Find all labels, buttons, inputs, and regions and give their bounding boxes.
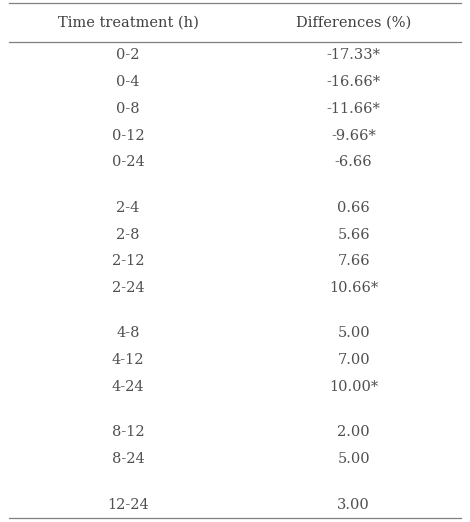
Text: Differences (%): Differences (%) [296, 16, 411, 30]
Text: -11.66*: -11.66* [327, 102, 381, 116]
Text: 5.00: 5.00 [337, 452, 370, 466]
Text: -6.66: -6.66 [335, 156, 373, 169]
Text: 4-12: 4-12 [112, 353, 144, 367]
Text: 7.00: 7.00 [337, 353, 370, 367]
Text: 10.00*: 10.00* [329, 380, 378, 394]
Text: 7.66: 7.66 [337, 254, 370, 268]
Text: 8-24: 8-24 [112, 452, 144, 466]
Text: 2.00: 2.00 [337, 425, 370, 440]
Text: 0-8: 0-8 [116, 102, 140, 116]
Text: 0.66: 0.66 [337, 201, 370, 215]
Text: 2-4: 2-4 [117, 201, 140, 215]
Text: 2-24: 2-24 [112, 281, 144, 295]
Text: 12-24: 12-24 [107, 497, 149, 512]
Text: 0-12: 0-12 [112, 128, 144, 143]
Text: 0-24: 0-24 [112, 156, 144, 169]
Text: 3.00: 3.00 [337, 497, 370, 512]
Text: 0-4: 0-4 [117, 75, 140, 89]
Text: 5.00: 5.00 [337, 326, 370, 340]
Text: 4-24: 4-24 [112, 380, 144, 394]
Text: 10.66*: 10.66* [329, 281, 378, 295]
Text: -16.66*: -16.66* [327, 75, 381, 89]
Text: -9.66*: -9.66* [331, 128, 376, 143]
Text: 8-12: 8-12 [112, 425, 144, 440]
Text: 4-8: 4-8 [117, 326, 140, 340]
Text: 2-12: 2-12 [112, 254, 144, 268]
Text: Time treatment (h): Time treatment (h) [58, 16, 198, 30]
Text: 5.66: 5.66 [337, 228, 370, 242]
Text: 2-8: 2-8 [117, 228, 140, 242]
Text: 0-2: 0-2 [117, 49, 140, 62]
Text: -17.33*: -17.33* [327, 49, 381, 62]
